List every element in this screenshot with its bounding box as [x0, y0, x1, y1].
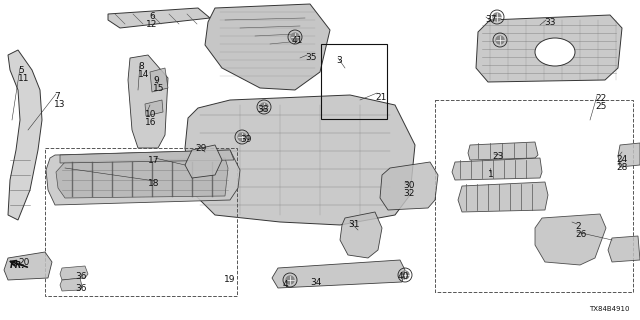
Polygon shape [8, 50, 42, 220]
Circle shape [260, 103, 268, 111]
Text: 32: 32 [403, 189, 414, 198]
Text: 38: 38 [257, 105, 269, 114]
Text: 30: 30 [403, 181, 415, 190]
Text: 14: 14 [138, 70, 149, 79]
Polygon shape [535, 214, 606, 265]
Text: 37: 37 [485, 15, 497, 24]
Text: 39: 39 [240, 135, 252, 144]
Polygon shape [185, 145, 222, 178]
Text: 11: 11 [18, 74, 29, 83]
Text: 40: 40 [398, 272, 410, 281]
Text: 33: 33 [544, 18, 556, 27]
Polygon shape [4, 252, 52, 280]
Polygon shape [56, 158, 228, 198]
Text: 15: 15 [153, 84, 164, 93]
Polygon shape [468, 142, 538, 160]
Text: 7: 7 [54, 92, 60, 101]
Polygon shape [60, 150, 234, 163]
Text: 16: 16 [145, 118, 157, 127]
Circle shape [493, 13, 501, 21]
Text: 36: 36 [75, 284, 86, 293]
Text: 35: 35 [305, 53, 317, 62]
Text: 4: 4 [283, 280, 289, 289]
Text: 17: 17 [148, 156, 159, 165]
Text: 19: 19 [224, 275, 236, 284]
Polygon shape [185, 95, 415, 225]
Text: TX84B4910: TX84B4910 [589, 306, 630, 312]
Text: 12: 12 [147, 20, 157, 29]
Polygon shape [608, 236, 640, 262]
Text: 28: 28 [616, 163, 627, 172]
Text: 22: 22 [595, 94, 606, 103]
Text: 6: 6 [149, 12, 155, 21]
Ellipse shape [535, 38, 575, 66]
Polygon shape [60, 266, 88, 280]
Text: 3: 3 [336, 56, 342, 65]
Text: 36: 36 [75, 272, 86, 281]
Text: 1: 1 [488, 170, 493, 179]
Text: 13: 13 [54, 100, 65, 109]
Text: 20: 20 [18, 258, 29, 267]
Bar [45, 148, 237, 296]
Polygon shape [272, 260, 405, 288]
Text: 41: 41 [292, 36, 303, 45]
Polygon shape [618, 143, 640, 167]
Text: 25: 25 [595, 102, 606, 111]
Polygon shape [205, 4, 330, 90]
Text: 18: 18 [148, 179, 159, 188]
Text: 5: 5 [18, 66, 24, 75]
Text: 10: 10 [145, 110, 157, 119]
Polygon shape [340, 212, 382, 258]
Polygon shape [476, 15, 622, 82]
Circle shape [291, 33, 299, 41]
Text: 24: 24 [616, 155, 627, 164]
Text: 2: 2 [575, 222, 580, 231]
Polygon shape [452, 158, 542, 180]
Polygon shape [458, 182, 548, 212]
Circle shape [286, 276, 294, 284]
Text: 23: 23 [492, 152, 504, 161]
Polygon shape [128, 55, 168, 148]
Polygon shape [145, 100, 163, 116]
Text: 21: 21 [375, 93, 387, 102]
Circle shape [496, 36, 504, 44]
Text: 34: 34 [310, 278, 321, 287]
Circle shape [238, 133, 246, 141]
Circle shape [401, 271, 409, 279]
Polygon shape [150, 68, 168, 92]
Text: 29: 29 [195, 144, 206, 153]
Bar [321, 44, 387, 119]
Text: 31: 31 [348, 220, 360, 229]
Text: 8: 8 [138, 62, 144, 71]
Text: 9: 9 [153, 76, 159, 85]
Polygon shape [60, 278, 82, 291]
Text: FR.: FR. [10, 261, 26, 270]
Polygon shape [380, 162, 438, 210]
Bar [435, 100, 633, 292]
Text: 26: 26 [575, 230, 586, 239]
Polygon shape [46, 150, 240, 205]
Polygon shape [108, 8, 210, 28]
